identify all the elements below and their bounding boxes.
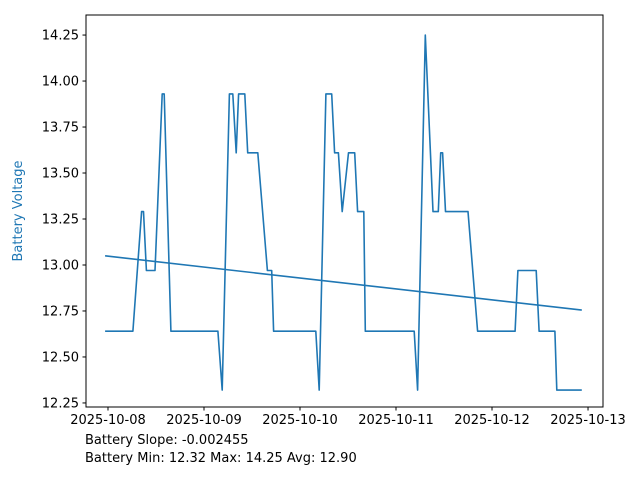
x-axis: 2025-10-08 2025-10-09 2025-10-10 2025-10-11… — [70, 407, 626, 428]
y-tick-label: 13.00 — [42, 258, 79, 273]
x-tick-label: 2025-10-08 — [70, 413, 146, 428]
y-axis: 12.25 12.50 12.75 13.00 13.25 13.50 13.75 14.00… — [42, 29, 86, 411]
y-tick-label: 13.25 — [42, 213, 79, 228]
voltage-line — [105, 34, 582, 391]
y-axis-label: Battery Voltage — [11, 160, 26, 261]
y-tick-label: 14.00 — [42, 75, 79, 90]
y-tick-label: 13.50 — [42, 167, 79, 182]
plot-area — [85, 14, 604, 408]
y-tick-label: 12.25 — [42, 396, 79, 411]
y-tick-label: 13.75 — [42, 121, 79, 136]
footer-stats-text: Battery Min: 12.32 Max: 14.25 Avg: 12.90 — [85, 451, 357, 466]
y-tick-label: 12.75 — [42, 304, 79, 319]
y-tick-label: 12.50 — [42, 350, 79, 365]
x-tick-label: 2025-10-10 — [262, 413, 338, 428]
y-tick-label: 14.25 — [42, 29, 79, 44]
x-tick-label: 2025-10-13 — [550, 413, 626, 428]
x-tick-label: 2025-10-09 — [166, 413, 242, 428]
x-tick-label: 2025-10-11 — [358, 413, 434, 428]
x-tick-label: 2025-10-12 — [454, 413, 530, 428]
footer-slope-text: Battery Slope: -0.002455 — [85, 433, 249, 448]
trend-line — [105, 255, 582, 311]
